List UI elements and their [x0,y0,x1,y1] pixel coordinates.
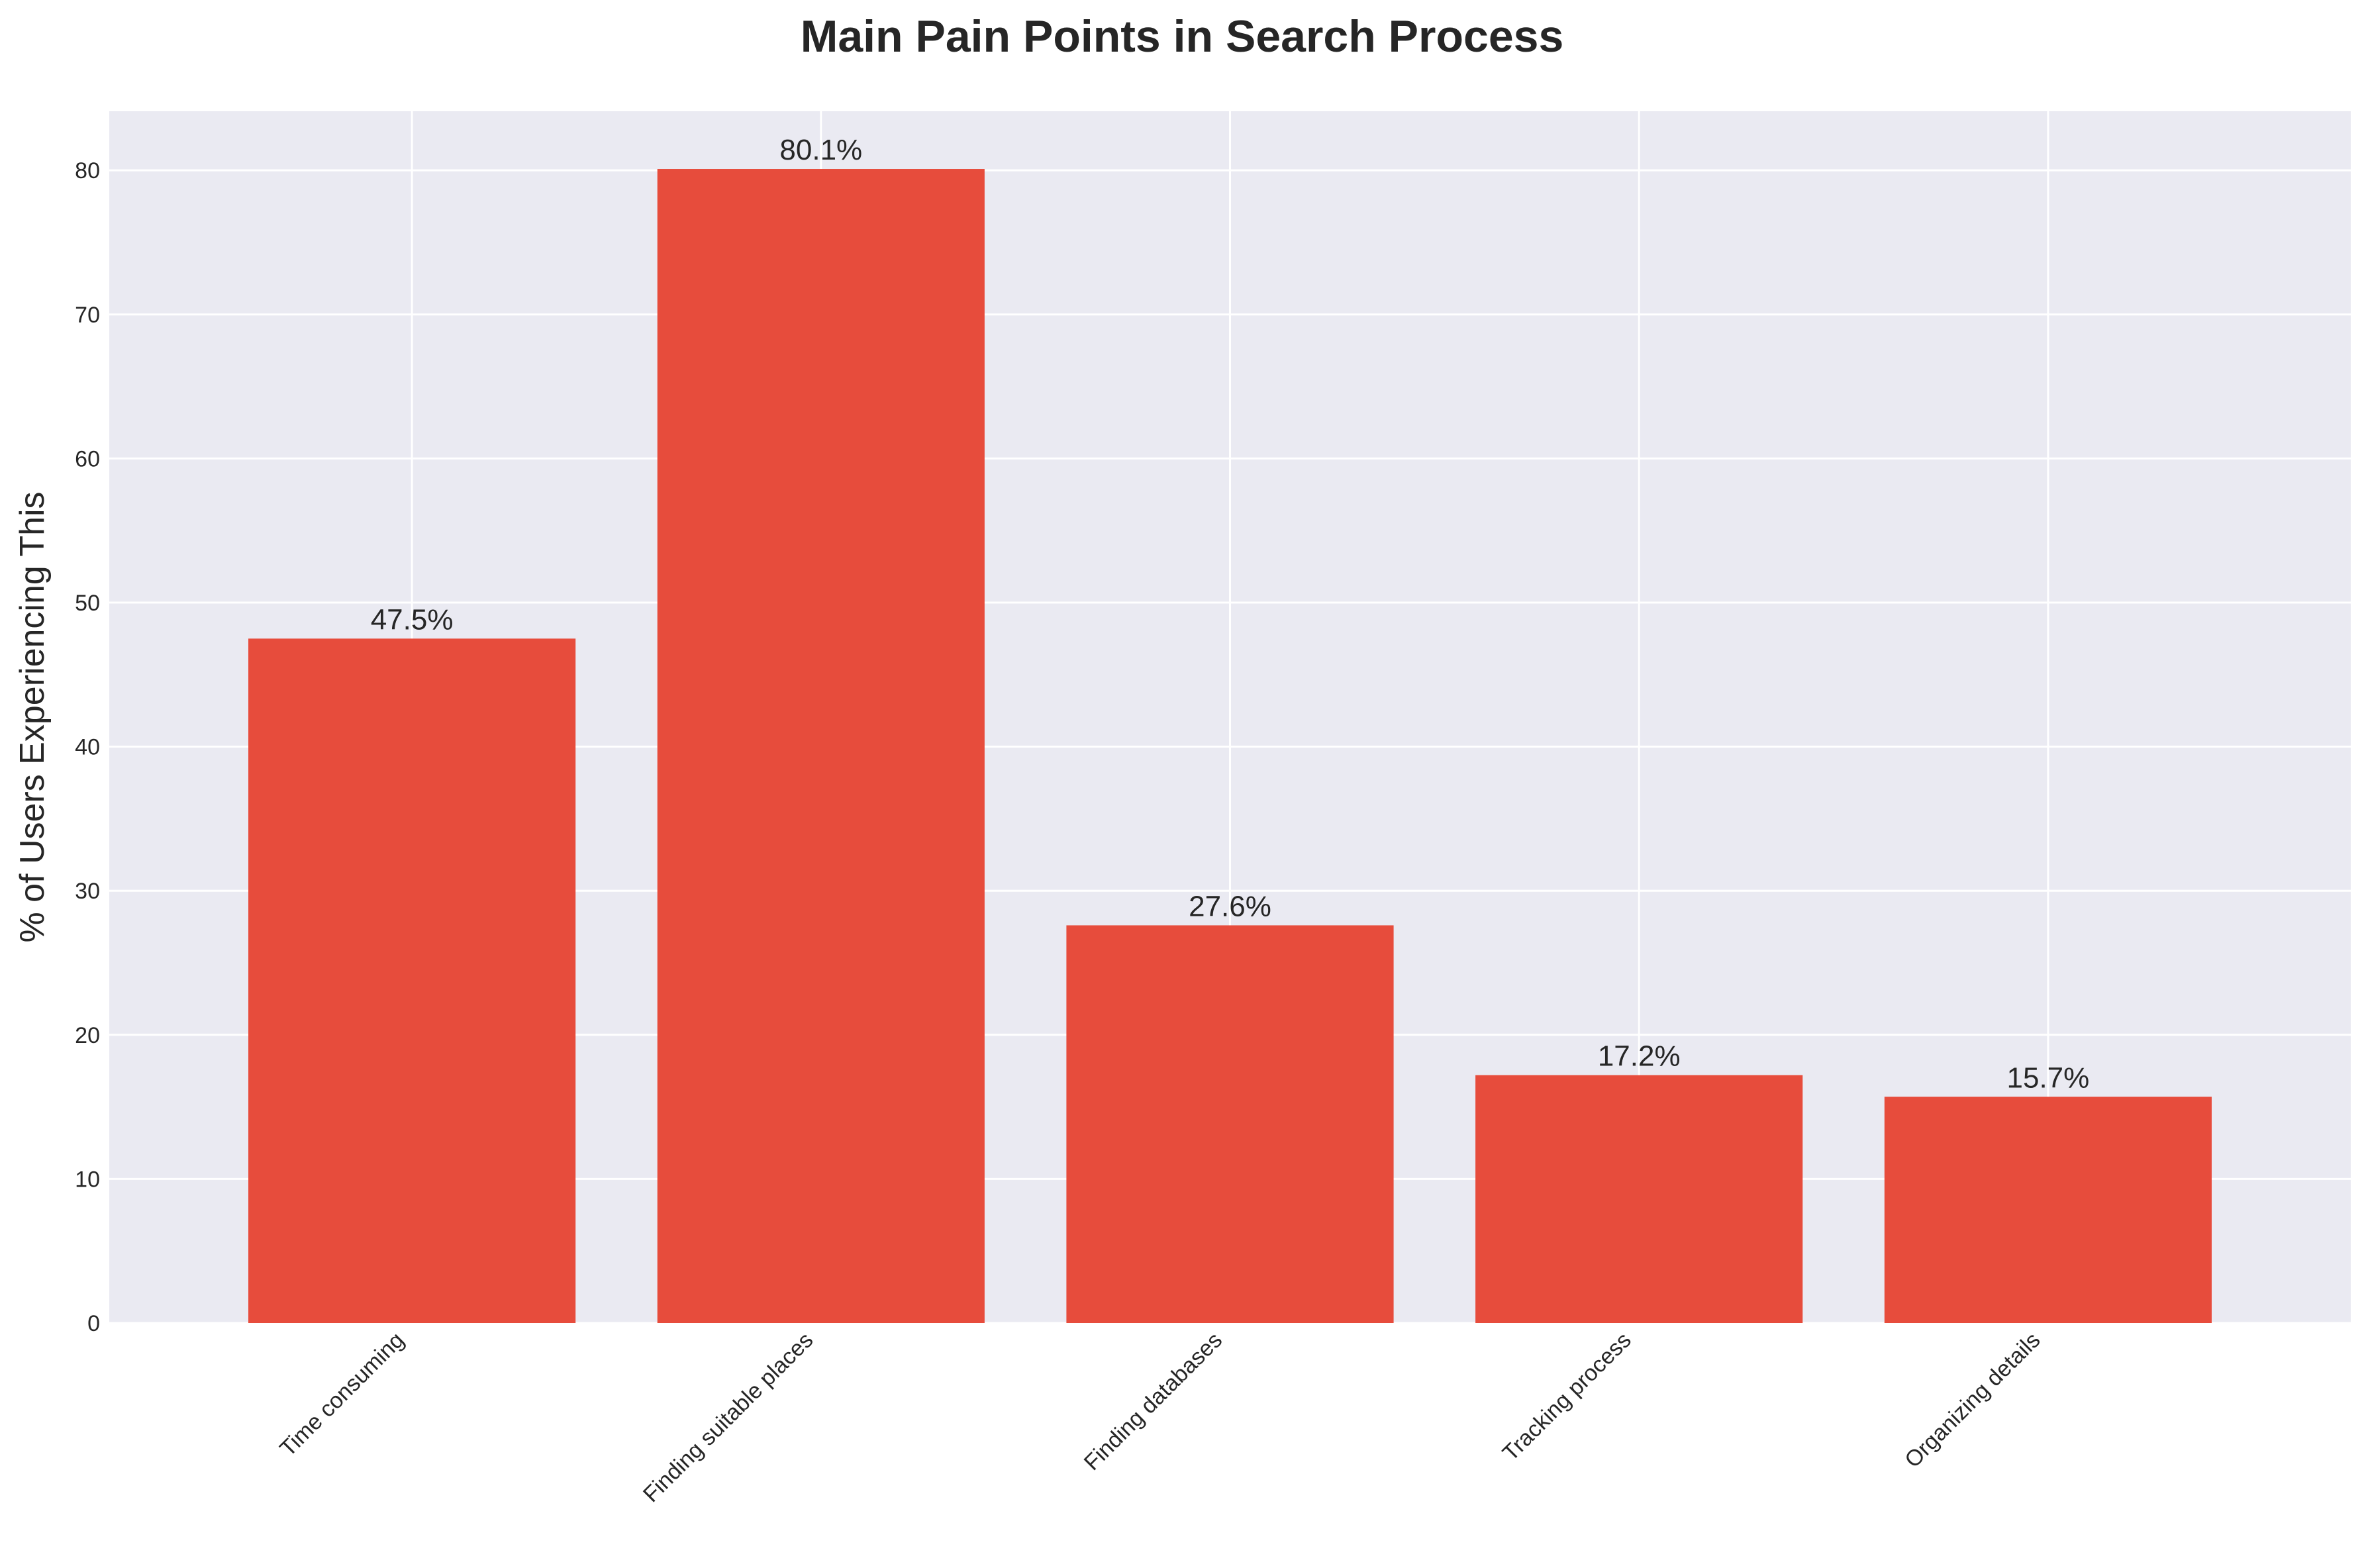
bars [248,169,2212,1323]
y-axis-label: % of Users Experiencing This [13,491,52,942]
bar-value-label: 15.7% [2007,1061,2090,1094]
x-tick-label: Finding databases [1079,1328,1227,1475]
bar-tracking-process [1475,1075,1803,1323]
bar-organizing-details [1884,1097,2212,1323]
bar-value-label: 80.1% [779,134,862,166]
data-labels: 47.5% 80.1% 27.6% 17.2% 15.7% [371,134,2090,1094]
chart-title: Main Pain Points in Search Process [801,11,1564,62]
y-tick-label: 60 [75,446,100,471]
bar-value-label: 17.2% [1598,1040,1681,1073]
y-tick-label: 0 [87,1311,100,1336]
bar-finding-suitable-places [657,169,985,1323]
y-axis-ticks: 0 10 20 30 40 50 60 70 80 [75,158,100,1336]
y-tick-label: 20 [75,1023,100,1048]
y-tick-label: 80 [75,158,100,183]
bar-finding-databases [1066,925,1394,1323]
x-tick-label: Time consuming [275,1328,409,1461]
x-tick-label: Finding suitable places [638,1328,818,1507]
bar-value-label: 47.5% [371,603,454,636]
y-tick-label: 40 [75,735,100,760]
x-axis-ticks: Time consuming Finding suitable places Fin… [275,1328,2045,1507]
x-tick-label: Tracking process [1498,1328,1636,1466]
y-tick-label: 30 [75,879,100,904]
x-tick-label: Organizing details [1900,1328,2045,1473]
bar-time-consuming [248,638,576,1323]
y-tick-label: 50 [75,591,100,616]
y-tick-label: 10 [75,1167,100,1192]
bar-value-label: 27.6% [1189,890,1271,922]
y-tick-label: 70 [75,303,100,328]
